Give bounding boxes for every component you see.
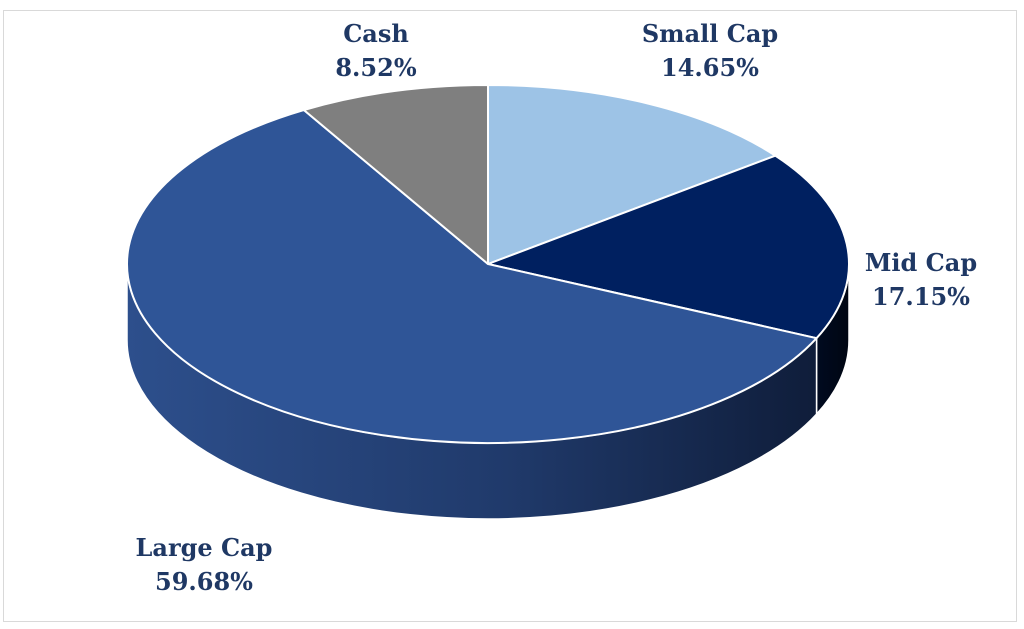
pie-slices [126, 84, 850, 444]
data-label-large-cap: Large Cap 59.68% [136, 533, 273, 596]
pie-data-labels: Small Cap 14.65% Mid Cap 17.15% Large Cap 59.… [136, 19, 978, 596]
data-label-cash: Cash 8.52% [335, 19, 416, 82]
slice-large-cap[interactable] [126, 109, 818, 444]
data-label-value: 8.52% [335, 53, 416, 82]
pie-chart: Small Cap 14.65% Mid Cap 17.15% Large Cap 59.… [126, 19, 978, 596]
data-label-name: Cash [343, 19, 409, 48]
data-label-name: Small Cap [642, 19, 778, 48]
slice-cash[interactable] [302, 84, 489, 265]
data-label-value: 59.68% [155, 567, 253, 596]
chart-frame: Small Cap 14.65% Mid Cap 17.15% Large Cap 59.… [3, 10, 1017, 622]
data-label-name: Large Cap [136, 533, 273, 562]
slice-mid-cap[interactable] [487, 154, 850, 340]
data-label-value: 14.65% [661, 53, 759, 82]
data-label-small-cap: Small Cap 14.65% [642, 19, 778, 82]
data-label-value: 17.15% [872, 282, 970, 311]
data-label-mid-cap: Mid Cap 17.15% [865, 248, 977, 311]
data-label-name: Mid Cap [865, 248, 977, 277]
slice-small-cap[interactable] [487, 84, 777, 265]
